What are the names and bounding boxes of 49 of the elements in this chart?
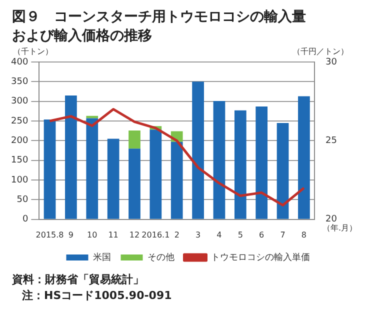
x-tick-label: 2016.1 [142, 230, 170, 240]
bar [213, 100, 226, 219]
y-tick-label: 0 [22, 214, 28, 225]
y-tick-label: 150 [10, 156, 28, 166]
bar [86, 118, 98, 219]
y-tick-label: 350 [10, 77, 28, 88]
bar [170, 142, 183, 219]
y2-axis-title: （千円／トン） [292, 47, 349, 56]
bar [128, 148, 140, 219]
x-tick-label: 2 [174, 230, 180, 240]
chart-title: 図９ コーンスターチ用トウモロコシの輸入量および輸入価格の推移 [11, 8, 307, 46]
legend-label: トウモロコシの輸入単価 [210, 252, 310, 263]
x-tick-label: 3 [196, 230, 201, 240]
legend-label: 米国 [92, 252, 111, 263]
x-tick-label: 8 [301, 230, 307, 240]
bar [298, 96, 310, 219]
text: 注：HSコード1005.90-091 [21, 288, 173, 304]
bar [86, 116, 98, 118]
y-tick-label: 300 [10, 96, 28, 107]
x-tick-label: 5 [238, 230, 243, 240]
y-tick-label: 200 [10, 136, 28, 146]
y-tick-label: 100 [10, 175, 28, 186]
y-tick-label: 50 [16, 195, 28, 206]
x-tick-label: 9 [68, 230, 74, 240]
x-tick-label: 12 [129, 230, 140, 240]
bar [234, 110, 246, 219]
bar [276, 122, 289, 219]
y2-tick-label: 30 [326, 57, 338, 68]
x-tick-label: 7 [280, 230, 286, 240]
bar [256, 106, 268, 219]
bar [107, 138, 120, 219]
x-axis-title: （年.月） [322, 223, 358, 232]
y2-tick-label: 25 [326, 136, 337, 146]
x-tick-label: 10 [87, 230, 98, 240]
text: 資料：財務省「貿易統計」 [11, 272, 145, 288]
x-tick-label: 4 [216, 230, 222, 240]
x-tick-label: 11 [108, 230, 118, 240]
legend-label: その他 [147, 252, 174, 263]
y-tick-label: 250 [10, 116, 28, 126]
bar [44, 119, 56, 219]
bar [192, 82, 204, 219]
bar [128, 130, 140, 149]
y-tick-label: 400 [10, 57, 28, 68]
bar [150, 130, 162, 219]
y2-tick-label: 20 [326, 214, 338, 225]
y-axis-title: （千トン） [13, 47, 54, 56]
bar [65, 95, 77, 219]
x-tick-label: 6 [259, 230, 264, 240]
x-tick-label: 2015.8 [36, 230, 64, 240]
